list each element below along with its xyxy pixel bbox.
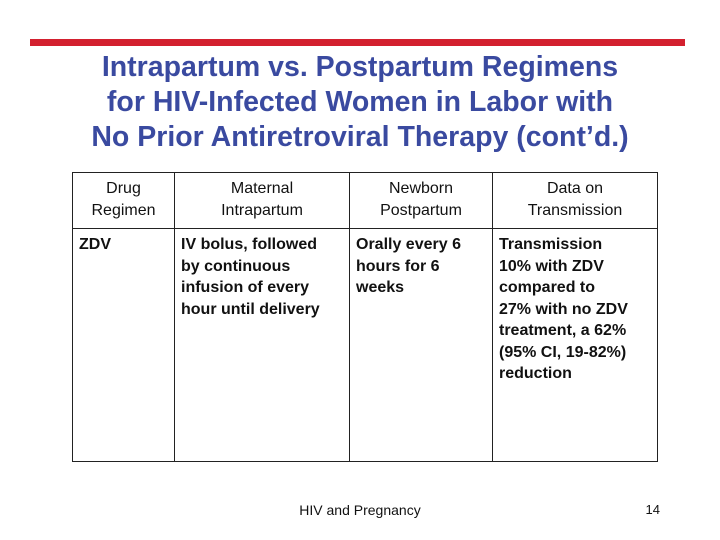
cell-line: Transmission bbox=[499, 236, 603, 253]
cell-line: 27% with no ZDV bbox=[499, 300, 628, 318]
regimen-table: Drug Regimen Maternal Intrapartum Newbor… bbox=[72, 172, 658, 462]
table-row: ZDV IV bolus, followed by continuous inf… bbox=[72, 228, 658, 462]
header-line: Newborn bbox=[388, 180, 454, 197]
cell-drug: ZDV bbox=[72, 228, 175, 462]
header-newborn-postpartum: Newborn Postpartum bbox=[349, 172, 493, 229]
cell-transmission: Transmission 10% with ZDV compared to 27… bbox=[492, 228, 658, 462]
cell-line: weeks bbox=[356, 279, 405, 296]
slide-title-line-1: Intrapartum vs. Postpartum Regimens bbox=[101, 51, 619, 83]
table-header-row: Drug Regimen Maternal Intrapartum Newbor… bbox=[72, 172, 658, 229]
header-drug-regimen: Drug Regimen bbox=[72, 172, 175, 229]
header-line: Drug bbox=[106, 180, 141, 197]
cell-line: hours for 6 bbox=[356, 257, 440, 275]
header-line: Maternal bbox=[230, 180, 294, 197]
cell-newborn: Orally every 6 hours for 6 weeks bbox=[349, 228, 493, 462]
header-line: Regimen bbox=[91, 201, 156, 219]
cell-line: compared to bbox=[499, 279, 596, 296]
cell-line: by continuous bbox=[181, 257, 291, 275]
cell-line: ZDV bbox=[79, 236, 111, 253]
cell-maternal: IV bolus, followed by continuous infusio… bbox=[174, 228, 350, 462]
header-maternal-intrapartum: Maternal Intrapartum bbox=[174, 172, 350, 229]
cell-line: hour until delivery bbox=[181, 300, 320, 318]
header-data-on-transmission: Data on Transmission bbox=[492, 172, 658, 229]
header-line: Intrapartum bbox=[221, 201, 303, 219]
header-line: Transmission bbox=[527, 201, 623, 219]
cell-line: infusion of every bbox=[181, 279, 310, 296]
cell-line: (95% CI, 19-82%) bbox=[499, 343, 627, 361]
footer-text: HIV and Pregnancy bbox=[299, 502, 421, 518]
slide-title-line-2: for HIV-Infected Women in Labor with bbox=[106, 86, 614, 118]
cell-line: IV bolus, followed bbox=[181, 236, 317, 253]
header-line: Data on bbox=[546, 180, 604, 197]
cell-line: Orally every 6 bbox=[356, 236, 461, 253]
cell-line: 10% with ZDV bbox=[499, 257, 604, 275]
cell-line: reduction bbox=[499, 365, 572, 382]
slide-title-line-3: No Prior Antiretroviral Therapy (cont’d.… bbox=[91, 121, 629, 153]
slide-title: Intrapartum vs. Postpartum Regimens for … bbox=[40, 50, 680, 155]
slide-number: 14 bbox=[645, 502, 660, 517]
cell-line: treatment, a 62% bbox=[499, 322, 627, 339]
header-line: Postpartum bbox=[380, 201, 462, 219]
title-accent-bar bbox=[30, 39, 685, 46]
